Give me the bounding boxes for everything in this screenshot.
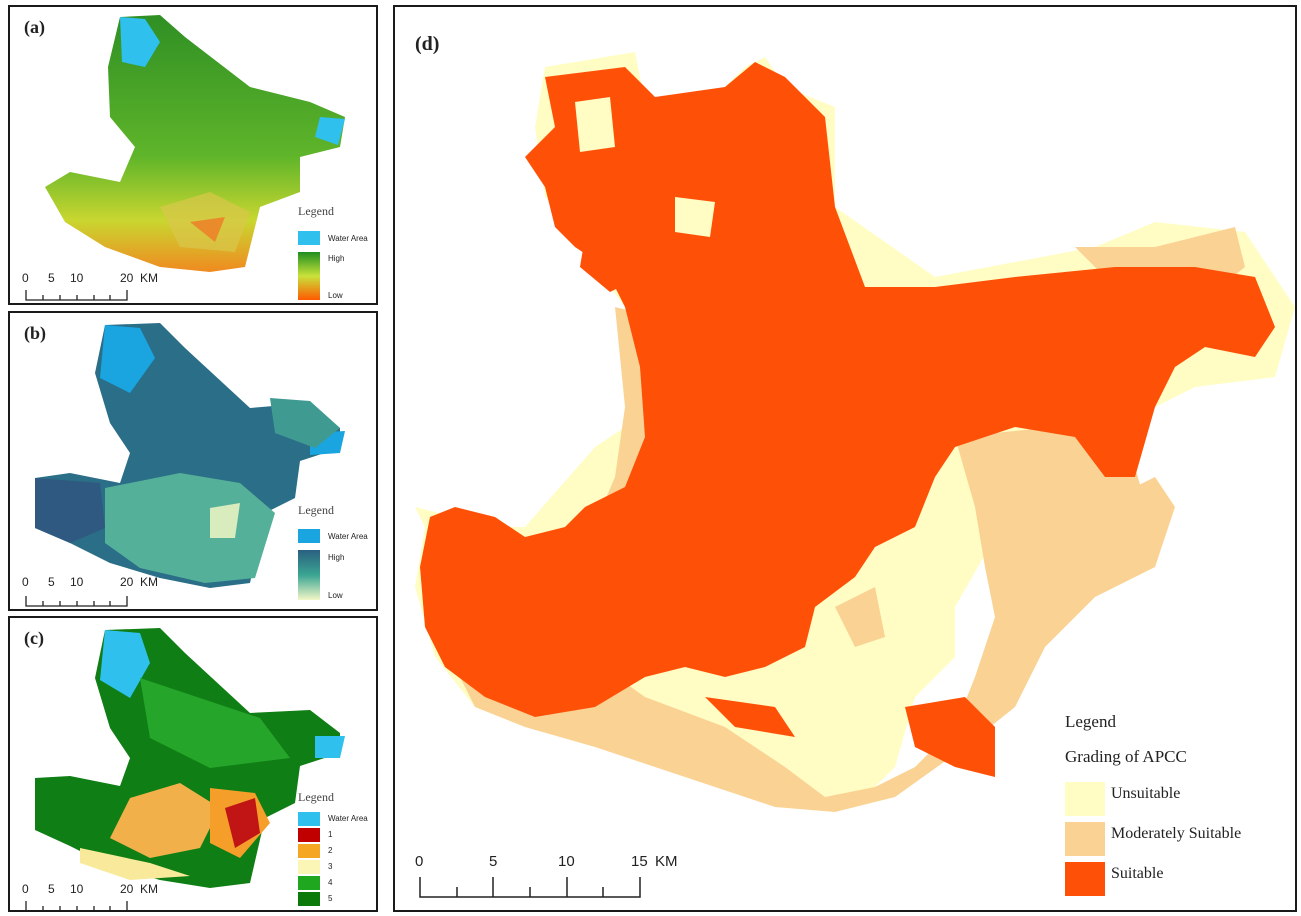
legend-swatch-water bbox=[298, 529, 320, 543]
scale-tick-5: 5 bbox=[48, 271, 55, 285]
legend-title: Legend bbox=[1065, 712, 1116, 731]
scale-tick-10: 10 bbox=[70, 271, 84, 285]
panel-b-map bbox=[35, 323, 345, 588]
legend-gradient bbox=[298, 252, 320, 300]
scale-unit: KM bbox=[655, 853, 678, 870]
legend-swatch-moderately-suitable bbox=[1065, 822, 1105, 856]
scale-tick-5: 5 bbox=[48, 882, 55, 896]
scale-tick-0: 0 bbox=[22, 271, 29, 285]
region-outline bbox=[45, 15, 345, 272]
legend-label: Water Area bbox=[328, 532, 368, 541]
scale-tick-10: 10 bbox=[70, 882, 84, 896]
legend-label: Water Area bbox=[328, 814, 368, 823]
legend-swatch-1 bbox=[298, 828, 320, 842]
panel-b: (b) Legend Water Area High Low 0 5 10 20… bbox=[8, 311, 378, 611]
legend-title: Legend bbox=[298, 790, 334, 804]
legend-label: Water Area bbox=[328, 234, 368, 243]
scale-tick-15: 15 bbox=[631, 853, 648, 870]
scale-tick-0: 0 bbox=[22, 882, 29, 896]
scale-tick-20: 20 bbox=[120, 271, 134, 285]
legend-swatch-3 bbox=[298, 860, 320, 874]
panel-a-label: (a) bbox=[24, 17, 45, 37]
scale-unit: KM bbox=[140, 575, 158, 589]
legend-swatch-5 bbox=[298, 892, 320, 906]
legend-label-unsuitable: Unsuitable bbox=[1111, 785, 1181, 802]
scale-unit: KM bbox=[140, 882, 158, 896]
panel-d: (d) Legend Grading of APCC Unsuitable Mo… bbox=[393, 5, 1297, 912]
scale-tick-20: 20 bbox=[120, 575, 134, 589]
legend-label-high: High bbox=[328, 553, 345, 562]
scale-tick-10: 10 bbox=[558, 853, 575, 870]
panel-a: (a) Legend Water Area High Low 0 5 10 20… bbox=[8, 5, 378, 305]
scale-tick-20: 20 bbox=[120, 882, 134, 896]
legend-label: 4 bbox=[328, 878, 333, 887]
scale-tick-0: 0 bbox=[22, 575, 29, 589]
panel-d-label: (d) bbox=[415, 33, 440, 55]
panel-c: (c) Legend Water Area 1 2 3 4 5 0 5 10 2… bbox=[8, 616, 378, 912]
legend-label: 1 bbox=[328, 830, 333, 839]
legend-label-low: Low bbox=[328, 291, 343, 300]
legend-label-moderately-suitable: Moderately Suitable bbox=[1111, 825, 1242, 842]
legend-swatch-suitable bbox=[1065, 862, 1105, 896]
legend-swatch-water bbox=[298, 812, 320, 826]
scale-tick-10: 10 bbox=[70, 575, 84, 589]
legend-label-high: High bbox=[328, 254, 345, 263]
legend-swatch-water bbox=[298, 231, 320, 245]
legend-swatch-unsuitable bbox=[1065, 782, 1105, 816]
scale-tick-5: 5 bbox=[489, 853, 498, 870]
legend-label: 5 bbox=[328, 894, 333, 903]
panel-a-map bbox=[45, 15, 345, 272]
panel-c-map bbox=[35, 628, 345, 888]
legend-label: 3 bbox=[328, 862, 333, 871]
panel-b-label: (b) bbox=[24, 323, 46, 343]
legend-swatch-4 bbox=[298, 876, 320, 890]
legend-title: Legend bbox=[298, 503, 334, 517]
scale-tick-0: 0 bbox=[415, 853, 424, 870]
panel-d-map bbox=[415, 52, 1295, 812]
scale-tick-5: 5 bbox=[48, 575, 55, 589]
panel-c-label: (c) bbox=[24, 628, 44, 648]
legend-label-low: Low bbox=[328, 591, 343, 600]
legend-swatch-2 bbox=[298, 844, 320, 858]
legend-label: 2 bbox=[328, 846, 333, 855]
legend-title: Legend bbox=[298, 204, 334, 218]
legend-subtitle: Grading of APCC bbox=[1065, 747, 1187, 766]
legend-label-suitable: Suitable bbox=[1111, 865, 1164, 882]
legend-gradient bbox=[298, 550, 320, 600]
scale-unit: KM bbox=[140, 271, 158, 285]
